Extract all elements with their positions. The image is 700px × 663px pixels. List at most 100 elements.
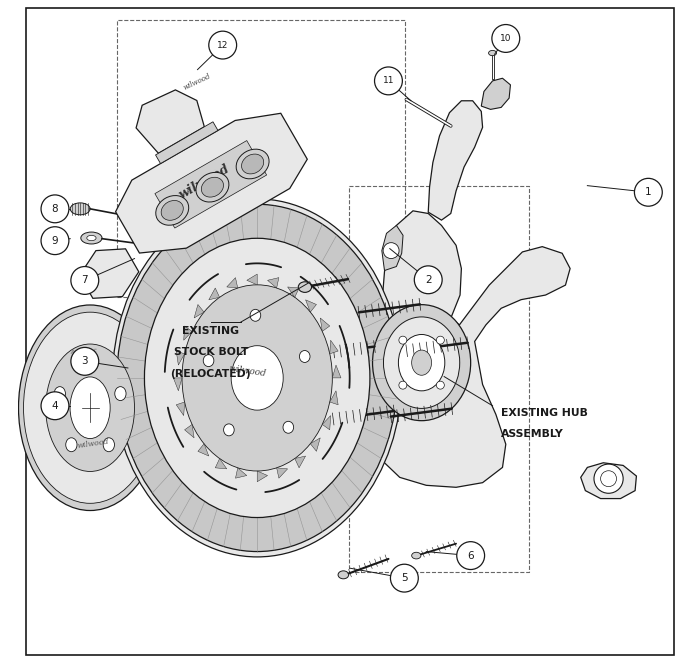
Text: EXISTING: EXISTING (182, 326, 239, 336)
Ellipse shape (46, 344, 134, 471)
Polygon shape (174, 378, 182, 391)
Text: 1: 1 (645, 187, 652, 198)
Circle shape (456, 542, 484, 570)
Text: (RELOCATED): (RELOCATED) (171, 369, 251, 379)
Polygon shape (136, 90, 204, 153)
Polygon shape (155, 122, 218, 164)
Ellipse shape (54, 387, 65, 400)
Text: 3: 3 (81, 356, 88, 367)
Bar (117, 20, 405, 297)
Ellipse shape (66, 438, 77, 452)
Polygon shape (257, 471, 267, 482)
Ellipse shape (117, 204, 398, 552)
Ellipse shape (85, 355, 96, 369)
Circle shape (594, 464, 623, 493)
Polygon shape (380, 211, 570, 487)
Polygon shape (216, 459, 227, 469)
Polygon shape (176, 402, 185, 416)
Text: 6: 6 (468, 550, 474, 561)
Polygon shape (235, 468, 247, 478)
Polygon shape (382, 225, 403, 271)
Circle shape (414, 266, 442, 294)
Text: wilwood: wilwood (183, 72, 213, 91)
Ellipse shape (202, 177, 223, 197)
Text: STOCK BOLT: STOCK BOLT (174, 347, 248, 357)
Ellipse shape (372, 305, 470, 420)
Circle shape (383, 243, 399, 259)
Ellipse shape (70, 203, 90, 215)
Polygon shape (267, 278, 279, 288)
Ellipse shape (223, 424, 235, 436)
Text: 10: 10 (500, 34, 512, 43)
Text: 2: 2 (425, 274, 431, 285)
Polygon shape (295, 456, 306, 468)
Ellipse shape (398, 334, 444, 391)
Ellipse shape (231, 345, 284, 410)
Ellipse shape (300, 351, 310, 363)
Text: 5: 5 (401, 573, 407, 583)
Polygon shape (322, 416, 330, 430)
Text: ASSEMBLY: ASSEMBLY (501, 429, 564, 439)
Ellipse shape (182, 285, 332, 471)
Polygon shape (194, 304, 204, 318)
Ellipse shape (156, 196, 189, 225)
Polygon shape (332, 365, 341, 378)
Ellipse shape (87, 235, 96, 241)
Circle shape (41, 195, 69, 223)
Circle shape (71, 347, 99, 375)
Text: EXISTING HUB: EXISTING HUB (501, 408, 588, 418)
Circle shape (399, 336, 407, 344)
Ellipse shape (489, 50, 496, 56)
Polygon shape (581, 463, 636, 499)
Ellipse shape (144, 238, 370, 518)
Polygon shape (310, 438, 320, 452)
Ellipse shape (412, 552, 421, 559)
Ellipse shape (161, 200, 183, 220)
Circle shape (391, 564, 419, 592)
Circle shape (374, 67, 402, 95)
Text: 12: 12 (217, 40, 228, 50)
Ellipse shape (196, 172, 229, 202)
Ellipse shape (115, 387, 126, 400)
Polygon shape (276, 468, 288, 478)
Circle shape (492, 25, 519, 52)
Ellipse shape (80, 232, 102, 244)
Polygon shape (428, 101, 482, 220)
Polygon shape (116, 113, 307, 253)
Circle shape (601, 471, 617, 487)
Polygon shape (306, 300, 316, 312)
Polygon shape (80, 249, 139, 298)
Polygon shape (482, 78, 510, 109)
Circle shape (399, 381, 407, 389)
Polygon shape (155, 141, 267, 228)
Circle shape (436, 336, 445, 344)
Text: 11: 11 (383, 76, 394, 86)
Text: 7: 7 (81, 275, 88, 286)
Ellipse shape (236, 149, 269, 179)
Ellipse shape (298, 282, 312, 292)
Bar (349, 186, 529, 572)
Circle shape (41, 392, 69, 420)
Circle shape (209, 31, 237, 59)
Text: 4: 4 (52, 400, 58, 411)
Ellipse shape (70, 377, 110, 439)
Text: 8: 8 (52, 204, 58, 214)
Text: wilwood: wilwood (228, 364, 267, 379)
Polygon shape (198, 444, 209, 456)
Ellipse shape (113, 199, 402, 557)
Ellipse shape (24, 312, 157, 503)
Polygon shape (330, 340, 338, 354)
Polygon shape (320, 318, 330, 332)
Ellipse shape (250, 310, 260, 322)
Polygon shape (330, 391, 338, 405)
Polygon shape (209, 288, 220, 300)
Text: 9: 9 (52, 235, 58, 246)
Text: Aerodisc: Aerodisc (70, 347, 97, 355)
Polygon shape (183, 326, 192, 340)
Ellipse shape (283, 421, 293, 433)
Circle shape (634, 178, 662, 206)
Ellipse shape (241, 154, 264, 174)
Ellipse shape (338, 571, 349, 579)
Ellipse shape (384, 317, 460, 408)
Text: wilwood: wilwood (176, 162, 232, 202)
